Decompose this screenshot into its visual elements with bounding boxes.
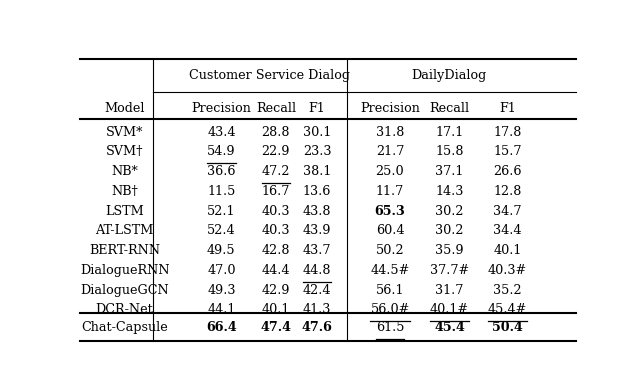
Text: 56.0#: 56.0# — [371, 303, 410, 317]
Text: 26.6: 26.6 — [493, 165, 522, 178]
Text: 22.9: 22.9 — [262, 145, 290, 158]
Text: Recall: Recall — [429, 102, 470, 115]
Text: F1: F1 — [499, 102, 516, 115]
Text: 44.1: 44.1 — [207, 303, 236, 317]
Text: Recall: Recall — [256, 102, 296, 115]
Text: 43.7: 43.7 — [303, 244, 332, 257]
Text: SVM†: SVM† — [106, 145, 143, 158]
Text: 60.4: 60.4 — [376, 224, 404, 237]
Text: SVM*: SVM* — [106, 126, 143, 138]
Text: 47.4: 47.4 — [260, 321, 291, 334]
Text: 28.8: 28.8 — [262, 126, 290, 138]
Text: 43.8: 43.8 — [303, 205, 332, 217]
Text: 17.8: 17.8 — [493, 126, 522, 138]
Text: F1: F1 — [308, 102, 326, 115]
Text: 37.1: 37.1 — [435, 165, 464, 178]
Text: 40.3#: 40.3# — [488, 264, 527, 277]
Text: 43.4: 43.4 — [207, 126, 236, 138]
Text: 35.2: 35.2 — [493, 284, 522, 297]
Text: 30.1: 30.1 — [303, 126, 332, 138]
Text: DCR-Net: DCR-Net — [96, 303, 154, 317]
Text: Precision: Precision — [191, 102, 252, 115]
Text: 47.2: 47.2 — [262, 165, 290, 178]
Text: 17.1: 17.1 — [435, 126, 463, 138]
Text: 50.2: 50.2 — [376, 244, 404, 257]
Text: 44.8: 44.8 — [303, 264, 332, 277]
Text: 34.4: 34.4 — [493, 224, 522, 237]
Text: 25.0: 25.0 — [376, 165, 404, 178]
Text: 43.9: 43.9 — [303, 224, 332, 237]
Text: 38.1: 38.1 — [303, 165, 332, 178]
Text: 23.3: 23.3 — [303, 145, 332, 158]
Text: 36.6: 36.6 — [207, 165, 236, 178]
Text: 16.7: 16.7 — [262, 185, 290, 198]
Text: 52.4: 52.4 — [207, 224, 236, 237]
Text: 50.4: 50.4 — [492, 321, 523, 334]
Text: NB†: NB† — [111, 185, 138, 198]
Text: 30.2: 30.2 — [435, 224, 464, 237]
Text: 47.0: 47.0 — [207, 264, 236, 277]
Text: 44.4: 44.4 — [262, 264, 290, 277]
Text: 31.7: 31.7 — [435, 284, 464, 297]
Text: 52.1: 52.1 — [207, 205, 236, 217]
Text: DialogueGCN: DialogueGCN — [80, 284, 169, 297]
Text: DialogueRNN: DialogueRNN — [80, 264, 170, 277]
Text: 30.2: 30.2 — [435, 205, 464, 217]
Text: Model: Model — [104, 102, 145, 115]
Text: 11.5: 11.5 — [207, 185, 236, 198]
Text: 49.5: 49.5 — [207, 244, 236, 257]
Text: 40.1#: 40.1# — [430, 303, 469, 317]
Text: 41.3: 41.3 — [303, 303, 332, 317]
Text: 11.7: 11.7 — [376, 185, 404, 198]
Text: 42.9: 42.9 — [262, 284, 290, 297]
Text: 40.3: 40.3 — [262, 224, 290, 237]
Text: 13.6: 13.6 — [303, 185, 332, 198]
Text: 56.1: 56.1 — [376, 284, 404, 297]
Text: 31.8: 31.8 — [376, 126, 404, 138]
Text: LSTM: LSTM — [105, 205, 144, 217]
Text: 12.8: 12.8 — [493, 185, 522, 198]
Text: Precision: Precision — [360, 102, 420, 115]
Text: 45.4#: 45.4# — [488, 303, 527, 317]
Text: 35.9: 35.9 — [435, 244, 464, 257]
Text: 45.4: 45.4 — [434, 321, 465, 334]
Text: 15.8: 15.8 — [435, 145, 464, 158]
Text: 66.4: 66.4 — [206, 321, 237, 334]
Text: 49.3: 49.3 — [207, 284, 236, 297]
Text: Customer Service Dialog: Customer Service Dialog — [189, 68, 349, 82]
Text: 42.8: 42.8 — [262, 244, 290, 257]
Text: DailyDialog: DailyDialog — [411, 68, 486, 82]
Text: 42.4: 42.4 — [303, 284, 332, 297]
Text: 40.1: 40.1 — [493, 244, 522, 257]
Text: 40.1: 40.1 — [262, 303, 290, 317]
Text: 21.7: 21.7 — [376, 145, 404, 158]
Text: Chat-Capsule: Chat-Capsule — [81, 321, 168, 334]
Text: 34.7: 34.7 — [493, 205, 522, 217]
Text: 44.5#: 44.5# — [371, 264, 410, 277]
Text: 37.7#: 37.7# — [430, 264, 469, 277]
Text: NB*: NB* — [111, 165, 138, 178]
Text: AT-LSTM: AT-LSTM — [95, 224, 154, 237]
Text: 15.7: 15.7 — [493, 145, 522, 158]
Text: 40.3: 40.3 — [262, 205, 290, 217]
Text: 47.6: 47.6 — [301, 321, 333, 334]
Text: 14.3: 14.3 — [435, 185, 464, 198]
Text: 61.5: 61.5 — [376, 321, 404, 334]
Text: 65.3: 65.3 — [374, 205, 405, 217]
Text: 54.9: 54.9 — [207, 145, 236, 158]
Text: BERT-RNN: BERT-RNN — [89, 244, 160, 257]
